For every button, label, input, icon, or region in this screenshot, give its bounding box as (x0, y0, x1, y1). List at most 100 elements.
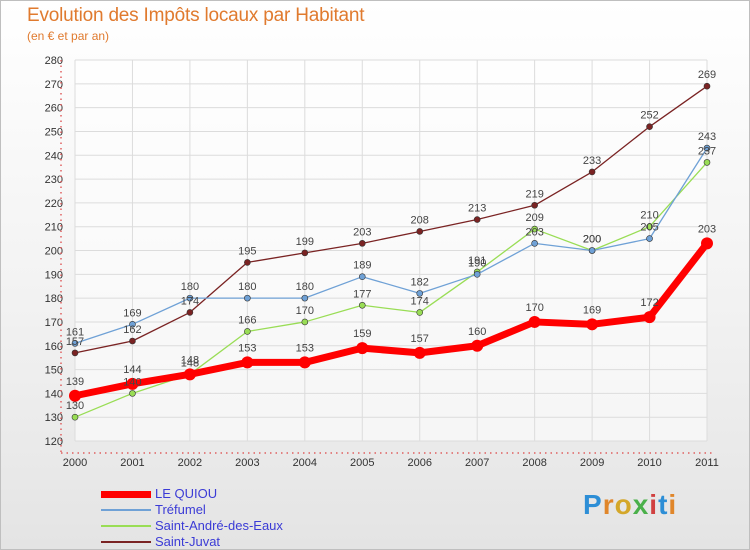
logo-letter: o (614, 489, 633, 520)
data-label: 153 (238, 342, 256, 354)
data-label: 170 (525, 302, 543, 314)
data-label: 148 (181, 354, 199, 366)
data-point (413, 346, 426, 359)
series-line (74, 147, 708, 344)
data-label: 157 (66, 336, 84, 348)
y-tick-label: 280 (45, 55, 63, 67)
y-tick-label: 260 (45, 103, 63, 115)
legend-swatch (101, 490, 151, 498)
data-point (358, 273, 366, 280)
legend-swatch (101, 509, 151, 511)
data-point (301, 318, 309, 326)
data-point (358, 301, 366, 309)
legend-label: Saint-André-des-Eaux (155, 518, 283, 533)
data-label: 180 (238, 281, 256, 293)
data-point (473, 271, 481, 278)
x-tick-label: 2004 (293, 457, 317, 469)
legend-swatch (101, 541, 151, 543)
data-label: 252 (640, 110, 658, 122)
logo-letter: i (649, 489, 659, 520)
data-point (416, 290, 424, 297)
data-label: 159 (353, 328, 371, 340)
data-label: 139 (66, 376, 84, 388)
x-tick-label: 2009 (580, 457, 604, 469)
data-label: 161 (66, 326, 84, 338)
data-point (186, 294, 194, 302)
legend-swatch (101, 525, 151, 527)
data-label: 174 (411, 295, 429, 307)
x-tick-label: 2010 (637, 457, 661, 469)
x-tick-label: 2002 (178, 457, 202, 469)
data-label: 205 (640, 222, 658, 234)
legend-label: Saint-Juvat (155, 534, 221, 549)
logo-letter: t (658, 489, 669, 520)
data-point (646, 223, 653, 230)
data-point (129, 337, 136, 345)
data-point (646, 235, 653, 242)
x-tick-label: 2011 (695, 457, 719, 469)
y-tick-label: 240 (45, 150, 63, 162)
data-label: 177 (353, 288, 371, 300)
y-tick-label: 160 (45, 341, 63, 353)
data-point (186, 309, 194, 316)
y-tick-label: 120 (45, 436, 63, 448)
data-point (473, 216, 481, 223)
logo-letter: x (632, 489, 650, 520)
series (69, 82, 713, 421)
data-label: 140 (123, 376, 141, 388)
data-label: 200 (583, 234, 601, 246)
data-point (531, 240, 538, 247)
data-point (129, 390, 136, 397)
data-label: 269 (698, 69, 716, 81)
data-point (531, 225, 538, 233)
y-tick-label: 210 (45, 222, 63, 234)
data-label: 210 (640, 210, 658, 222)
data-label: 182 (411, 276, 429, 288)
data-point (71, 413, 79, 421)
data-label: 180 (296, 281, 314, 293)
data-point (416, 309, 424, 316)
data-point (241, 356, 254, 369)
data-label: 144 (123, 364, 141, 376)
data-label: 243 (698, 131, 716, 143)
data-label: 169 (583, 304, 601, 316)
data-point (244, 294, 251, 302)
series-line (74, 241, 710, 400)
data-label: 162 (123, 324, 141, 336)
data-point (358, 240, 366, 247)
chart-subtitle: (en € et par an) (27, 29, 110, 43)
data-label: 166 (238, 314, 256, 326)
data-label: 148 (181, 357, 199, 369)
data-point (588, 168, 596, 176)
data-label: 170 (296, 305, 314, 317)
data-label: 195 (238, 245, 256, 257)
data-point (703, 144, 711, 152)
data-point (244, 328, 251, 335)
data-point (703, 159, 711, 166)
data-label: 237 (698, 145, 716, 157)
data-label: 130 (66, 400, 84, 412)
data-point (244, 259, 251, 266)
y-tick-label: 250 (45, 126, 63, 138)
legend-label: Tréfumel (155, 502, 206, 517)
y-tick-label: 180 (45, 293, 63, 305)
data-label: 209 (525, 212, 543, 224)
data-label: 189 (353, 260, 371, 272)
data-point (71, 349, 79, 357)
data-point (301, 294, 309, 302)
logo-letter: P (583, 489, 603, 520)
y-tick-label: 200 (45, 246, 63, 258)
data-point (129, 321, 136, 328)
data-point (356, 342, 369, 355)
y-tick-label: 270 (45, 79, 63, 91)
data-point (183, 368, 196, 381)
x-tick-label: 2007 (465, 457, 489, 469)
x-tick-label: 2000 (63, 457, 87, 469)
x-tick-label: 2001 (120, 457, 144, 469)
data-label: 174 (181, 295, 199, 307)
data-point (298, 356, 311, 369)
data-label: 153 (296, 342, 314, 354)
